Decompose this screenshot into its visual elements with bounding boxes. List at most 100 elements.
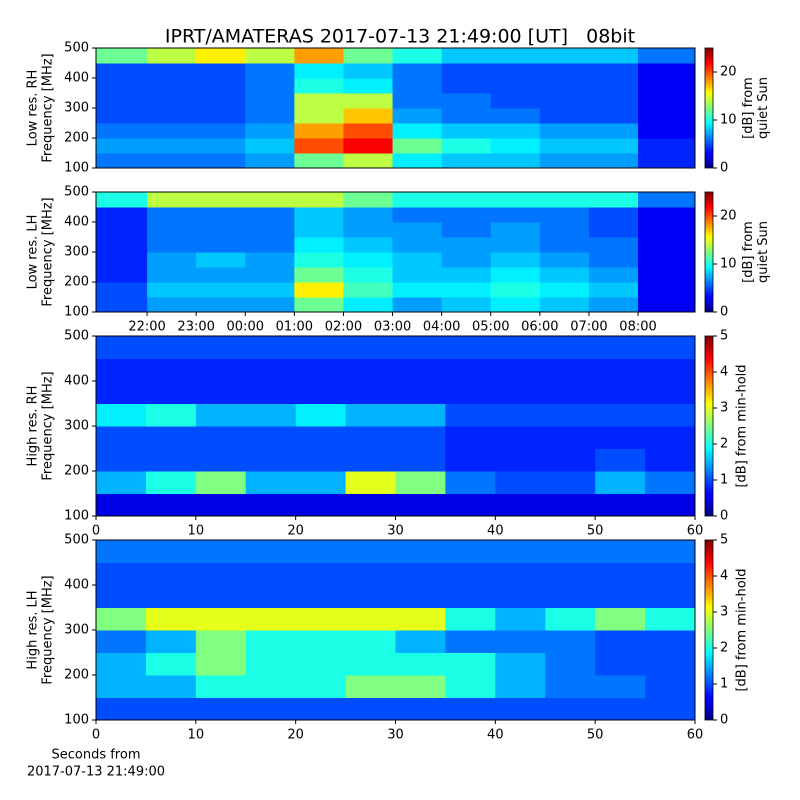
heat-cell [245,562,297,586]
heat-cell [395,652,446,676]
x-tick-label: 30 [387,728,404,743]
heat-cell [645,336,696,359]
heat-cell [495,336,546,359]
heat-cell [539,138,590,154]
heat-cell [395,358,446,382]
heat-cell [441,123,492,139]
heat-cell [545,403,596,427]
heat-cell [245,153,295,169]
heat-cell [345,336,396,359]
heat-cell [490,207,541,223]
y-axis-label: Frequency [MHz] [41,575,56,684]
heat-cell [295,675,347,698]
x-tick-label: 10 [188,728,205,743]
heat-cell [96,237,148,253]
heat-cell [96,471,147,494]
heat-cell [245,282,295,298]
heat-cell [147,207,197,223]
heat-cell [445,403,496,427]
heat-cell [392,237,443,253]
heat-cell [539,222,590,238]
heat-cell [294,63,344,79]
y-tick-label: 100 [64,161,89,176]
colorbar-label: [dB] from [741,221,756,283]
heat-cell [445,471,496,494]
heat-cell [445,675,496,698]
heat-cell [490,63,541,79]
heat-cell [588,207,639,223]
heat-cell [638,192,696,208]
heat-cell [545,336,596,359]
heat-cell [392,252,443,268]
heat-cell [295,358,347,382]
heat-cell [96,652,147,676]
heat-cell [392,282,443,298]
heat-cell [345,585,396,608]
heat-cell [588,192,639,208]
heat-cell [295,585,347,608]
heat-cell [588,108,639,124]
heat-cell [638,267,696,283]
heat-cell [96,108,148,124]
heat-cell [295,697,347,721]
heat-cell [96,123,148,139]
x-tick-label: 20 [287,524,304,539]
heat-cell [245,207,295,223]
heat-cell [96,493,147,517]
heat-cell [645,697,696,721]
heat-cell [294,93,344,109]
heat-cell [588,78,639,94]
heat-cell [96,267,148,283]
x-tick-label: 02:00 [325,320,362,335]
heat-cell [395,448,446,472]
heat-cell [295,336,347,359]
heat-cell [195,630,247,653]
heat-cell [147,267,197,283]
heat-cell [392,267,443,283]
heat-cell [294,123,344,139]
colorbar-tick-label: 4 [720,569,728,584]
heat-cell [345,630,396,653]
heat-cell [245,297,295,313]
heat-cell [294,267,344,283]
heat-cell [196,252,246,268]
heat-cell [495,562,546,586]
heat-cell [395,471,446,494]
heat-cell [343,252,394,268]
y-axis-label: Frequency [MHz] [41,371,56,480]
heat-cell [445,697,496,721]
heat-cell [445,426,496,449]
colorbar-tick-label: 0 [720,509,728,524]
heat-cell [145,697,197,721]
heat-cell [392,138,443,154]
heat-cell [295,403,347,427]
heat-cell [245,448,297,472]
heat-cell [645,585,696,608]
heat-cell [145,540,197,563]
heat-cell [441,252,492,268]
heat-cell [539,78,590,94]
heat-cell [441,153,492,169]
heat-cell [195,562,247,586]
heat-cell [595,630,646,653]
colorbar [704,335,714,517]
x-tick-label: 40 [487,728,504,743]
heat-cell [588,252,639,268]
heat-cell [539,267,590,283]
x-tick-label: 20 [287,728,304,743]
heat-cell [294,138,344,154]
heat-cell [490,237,541,253]
heat-cell [96,403,147,427]
heat-cell [96,63,148,79]
heat-cell [145,607,197,631]
heat-cell [196,63,246,79]
heat-cell [147,123,197,139]
x-tick-label: 23:00 [177,320,214,335]
heat-cell [96,630,147,653]
heat-cell [96,381,147,404]
heat-cell [441,192,492,208]
x-tick-label: 01:00 [276,320,313,335]
heat-cell [195,652,247,676]
heat-cell [645,381,696,404]
